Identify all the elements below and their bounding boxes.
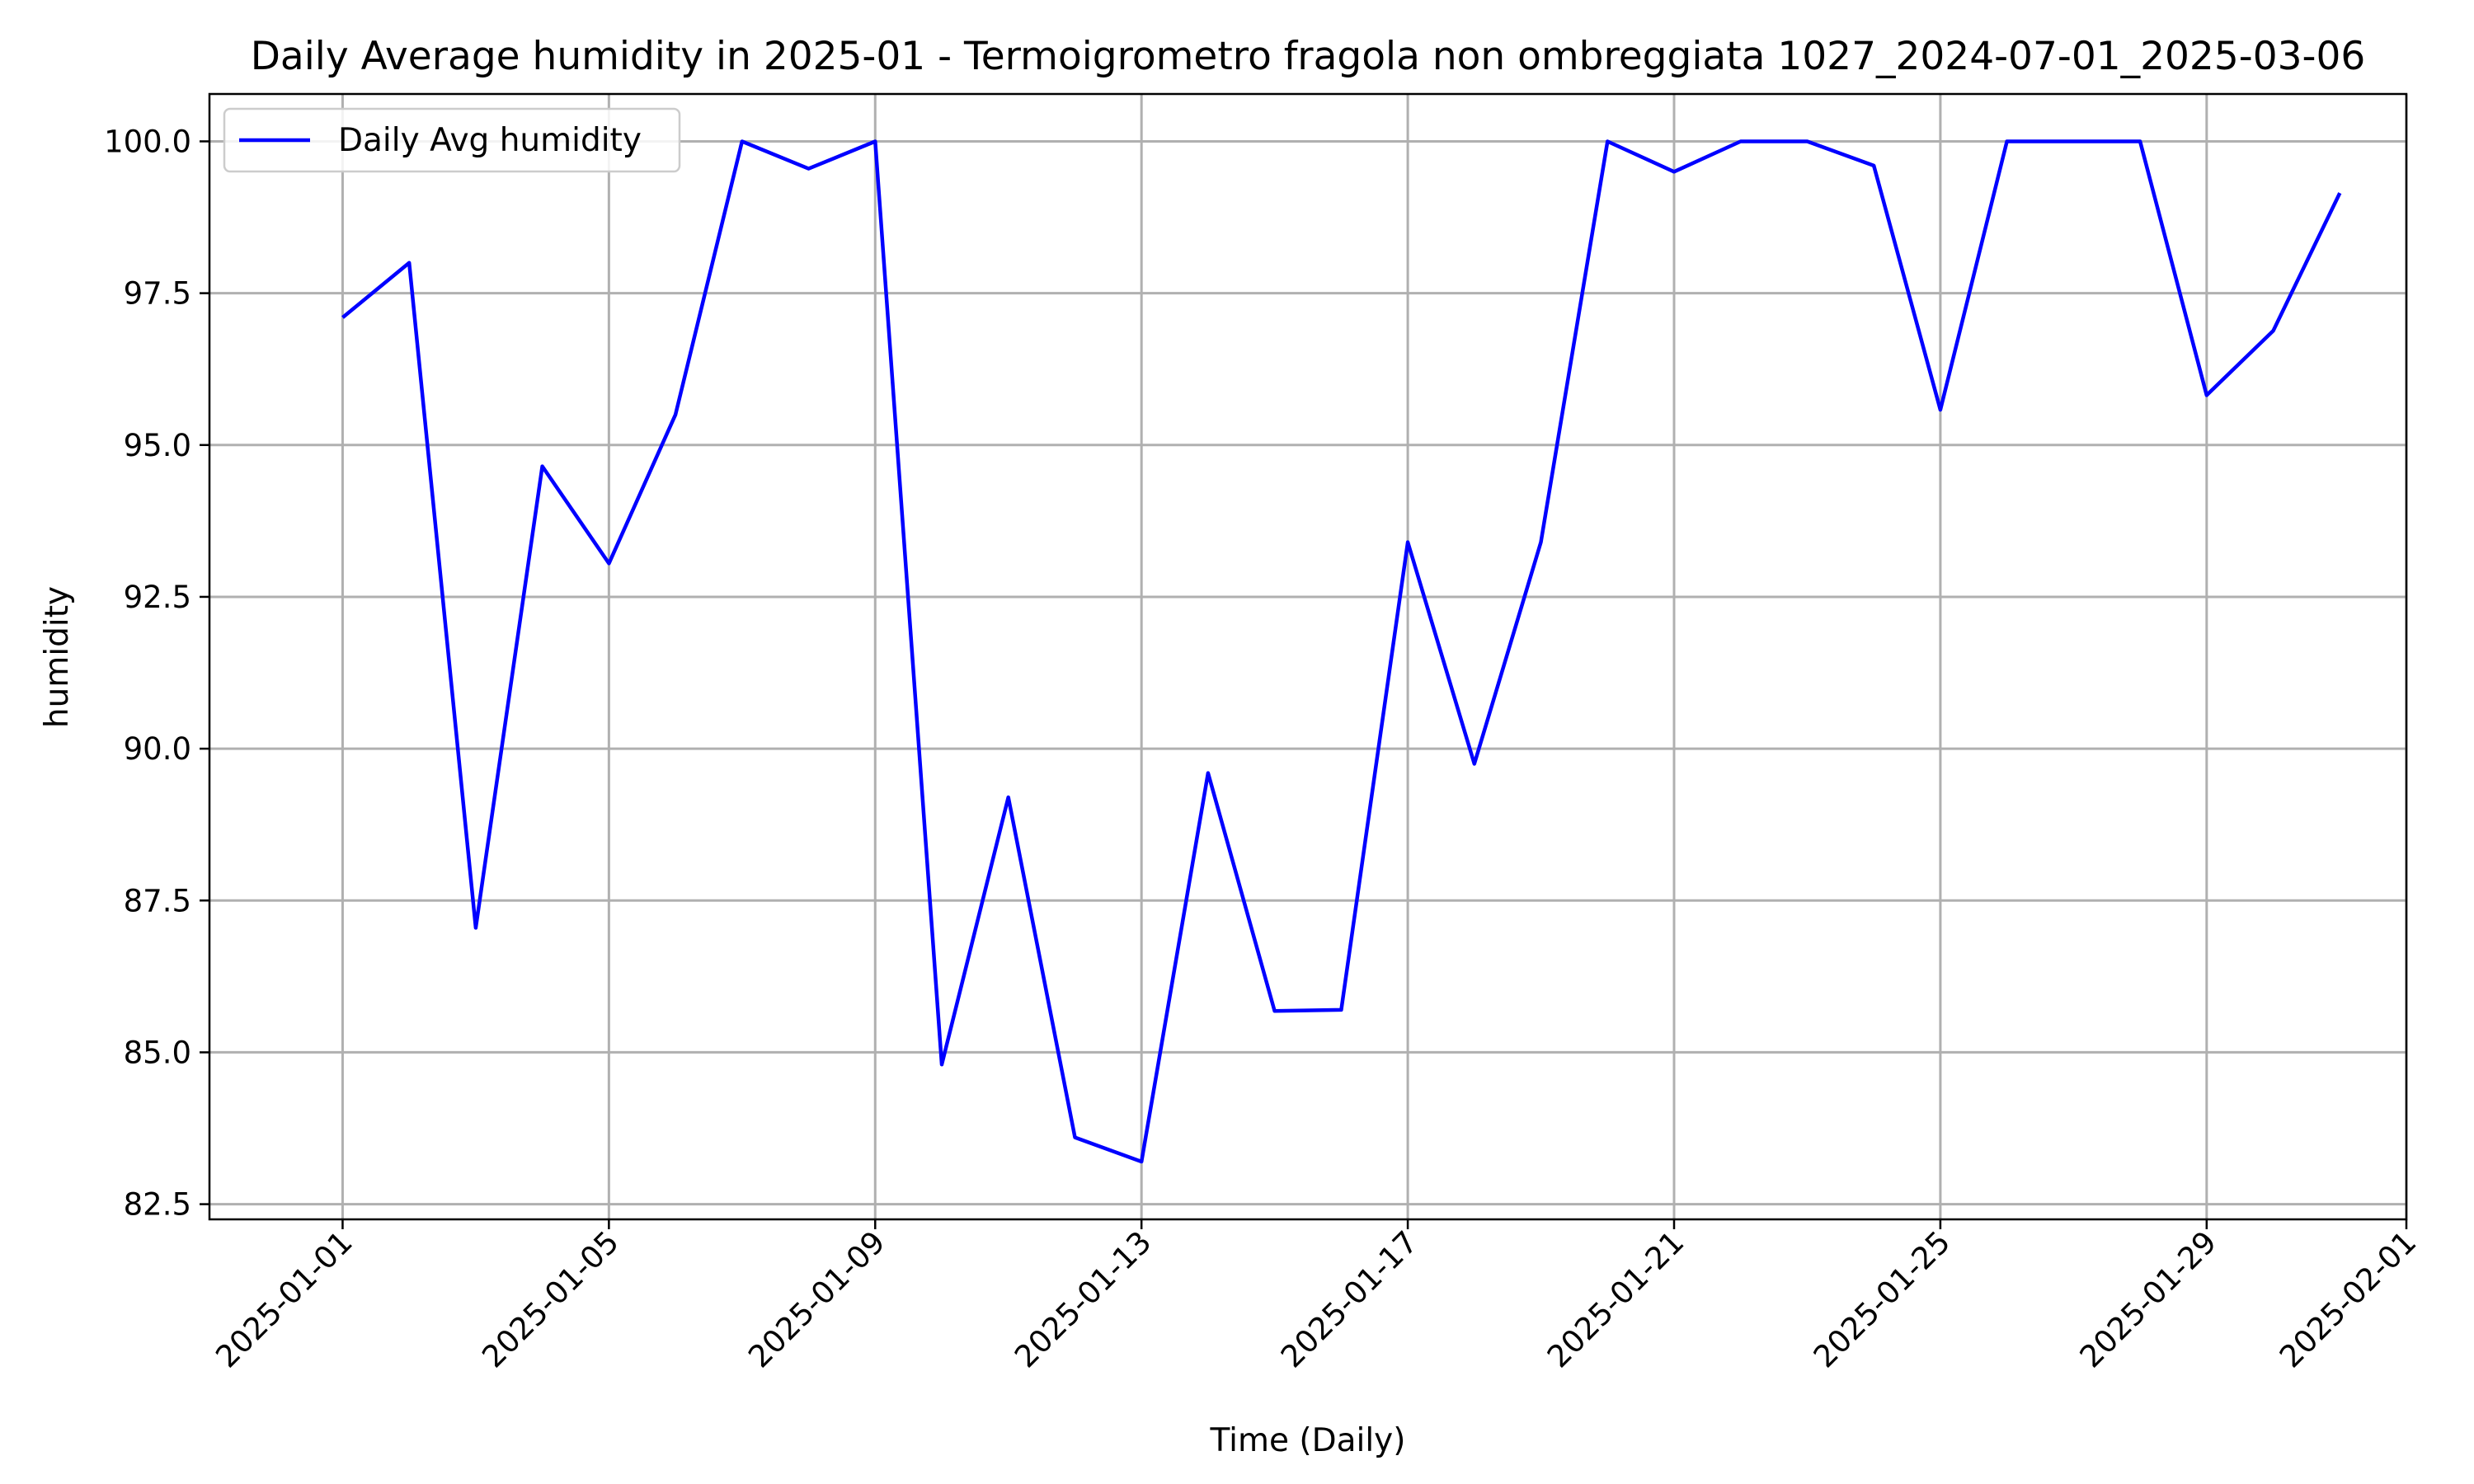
y-tick-label: 100.0 xyxy=(104,124,191,159)
y-tick-label: 87.5 xyxy=(124,883,191,918)
chart-title: Daily Average humidity in 2025-01 - Term… xyxy=(251,34,2366,79)
plot-frame xyxy=(208,92,2408,1221)
y-tick-label: 85.0 xyxy=(124,1035,191,1070)
legend-label: Daily Avg humidity xyxy=(338,122,642,159)
y-tick-label: 82.5 xyxy=(124,1187,191,1223)
y-tick-label: 92.5 xyxy=(124,580,191,615)
x-axis-label: Time (Daily) xyxy=(1210,1422,1406,1459)
y-tick-label: 95.0 xyxy=(124,428,191,463)
grid xyxy=(209,94,2408,1219)
legend: Daily Avg humidity xyxy=(223,107,681,173)
plot-area xyxy=(341,139,2342,1164)
legend-box xyxy=(223,107,681,173)
y-tick-label: 90.0 xyxy=(124,731,191,767)
y-axis: 82.5 85.0 87.5 90.0 92.5 95.0 97.5 100.0 xyxy=(104,124,209,1223)
y-tick-label: 97.5 xyxy=(124,276,191,312)
y-axis-label: humidity xyxy=(39,586,76,728)
series-line xyxy=(341,139,2342,1164)
